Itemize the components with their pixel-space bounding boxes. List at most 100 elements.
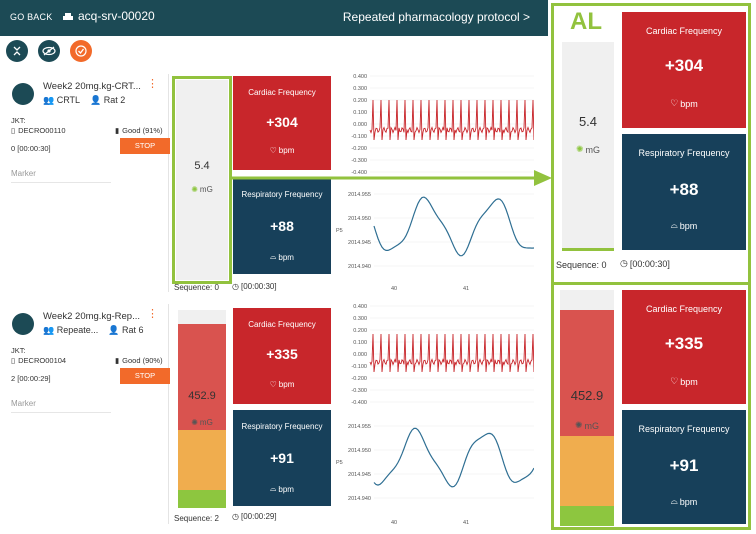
resp-y-tick: 2014.950	[348, 448, 371, 454]
device-icon: ▯	[11, 356, 16, 365]
activity-value: 452.9	[570, 388, 604, 403]
animal-avatar[interactable]	[12, 83, 34, 105]
stop-button[interactable]: STOP	[120, 368, 170, 384]
resp-gridlines	[374, 193, 534, 267]
ecg-y-ticks: 0.400 0.300 0.200 0.100 0.000 -0.100 -0.…	[351, 304, 367, 406]
activity-unit: ✺ mG	[560, 420, 614, 431]
cardiac-unit: ♡ bpm	[233, 380, 331, 389]
toolbar	[6, 40, 92, 62]
animal-card-2: Week2 20mg.kg-Rep... ⋮ 👥 Repeate... 👤 Ra…	[3, 304, 170, 524]
go-back-link[interactable]: GO BACK	[10, 12, 53, 22]
respiratory-unit-label: bpm	[278, 252, 294, 262]
recording-time: 2 [00:00:29]	[11, 374, 51, 383]
activity-value: 452.9	[188, 390, 216, 402]
cardiac-unit-label: bpm	[278, 380, 295, 389]
animal-info: 👤 Rat 2	[90, 95, 126, 105]
respiration-trace	[373, 427, 534, 488]
ecg-y-tick: 0.300	[353, 316, 367, 322]
respiratory-value: +88	[669, 180, 699, 199]
collapse-icon[interactable]	[6, 40, 28, 62]
animal-avatar[interactable]	[12, 313, 34, 335]
respiratory-value: +91	[669, 456, 699, 475]
card-meta: 👥 CRTL 👤 Rat 2	[43, 95, 125, 106]
activity-unit-label: mG	[584, 420, 600, 431]
ecg-y-tick: 0.100	[353, 340, 367, 346]
clock-icon: ◷	[620, 258, 628, 268]
animal-label: Rat 2	[103, 95, 126, 105]
animal-info: 👤 Rat 6	[108, 325, 144, 335]
x-tick: 41	[463, 286, 469, 292]
cardiac-unit: ♡ bpm	[622, 98, 746, 109]
cardiac-title: Cardiac Frequency	[248, 320, 316, 329]
zoom-arrow	[230, 170, 552, 186]
ecg-y-tick: -0.300	[351, 388, 367, 394]
activity-unit-label: mG	[585, 144, 601, 155]
marker-input[interactable]: Marker	[11, 169, 36, 178]
ecg-y-tick: -0.100	[351, 134, 367, 140]
x-tick: 40	[391, 286, 397, 292]
activity-unit: ✺ mG	[562, 144, 614, 155]
more-menu-icon[interactable]: ⋮	[147, 78, 158, 90]
ecg-y-tick: -0.200	[351, 146, 367, 152]
activity-unit: ✺ mG	[176, 185, 228, 194]
ecg-y-tick: -0.400	[351, 400, 367, 406]
respiratory-value: +91	[270, 450, 294, 466]
ecg-gridlines	[370, 305, 534, 403]
marker-input[interactable]: Marker	[11, 399, 36, 408]
battery-status: Good (90%)	[122, 356, 163, 365]
respiration-chart-1: 2014.955 2014.950 2014.945 2014.940 P5 4…	[336, 192, 534, 292]
elapsed-time-value: [00:00:30]	[629, 258, 670, 269]
activity-level-low	[560, 506, 614, 526]
ecg-y-tick: 0.000	[353, 352, 367, 358]
cardiac-tile-1: Cardiac Frequency +304 ♡ bpm	[233, 76, 331, 170]
sequence-label: Sequence: 0	[556, 260, 607, 270]
activity-icon: ✺	[191, 418, 198, 427]
ecg-y-tick: -0.400	[351, 170, 367, 176]
cardiac-title: Cardiac Frequency	[248, 88, 316, 97]
lungs-icon: ⌓	[270, 252, 277, 261]
check-icon[interactable]	[70, 40, 92, 62]
ecg-y-tick: 0.200	[353, 98, 367, 104]
battery-icon: ▮	[115, 356, 120, 365]
resp-y-tick: 2014.955	[348, 192, 371, 198]
group-label: CRTL	[56, 95, 81, 105]
hide-icon[interactable]	[38, 40, 60, 62]
resp-y-tick: 2014.940	[348, 264, 371, 270]
cardiac-title: Cardiac Frequency	[645, 304, 723, 314]
ecg-y-tick: 0.400	[353, 304, 367, 310]
elapsed-time: ◷ [00:00:30]	[232, 282, 277, 291]
group-info: 👥 Repeate...	[43, 325, 99, 335]
highlight-box	[172, 76, 232, 284]
stop-button[interactable]: STOP	[120, 138, 170, 154]
ecg-y-ticks: 0.400 0.300 0.200 0.100 0.000 -0.100 -0.…	[351, 74, 367, 176]
cardiac-value: +335	[664, 334, 704, 353]
ecg-chart-2: 0.400 0.300 0.200 0.100 0.000 -0.100 -0.…	[351, 304, 534, 406]
more-menu-icon[interactable]: ⋮	[147, 308, 158, 320]
cardiac-unit-label: bpm	[680, 98, 698, 109]
respiratory-title: Respiratory Frequency	[638, 148, 730, 158]
elapsed-time-value: [00:00:29]	[240, 512, 277, 521]
resp-y-tick: 2014.945	[348, 472, 371, 478]
jkt-label: JKT:	[11, 116, 26, 125]
protocol-link[interactable]: Repeated pharmacology protocol >	[342, 10, 530, 24]
respiration-chart-2: 2014.955 2014.950 2014.945 2014.940 P5 4…	[336, 424, 534, 526]
zoom-cardiac-tile-2: Cardiac Frequency +335 ♡ bpm	[622, 290, 746, 404]
sequence-label: Sequence: 2	[174, 514, 219, 523]
ecg-y-tick: 0.200	[353, 328, 367, 334]
resp-axis-label: P5	[336, 228, 343, 234]
heart-icon: ♡	[269, 380, 277, 389]
respiratory-title: Respiratory Frequency	[241, 422, 323, 431]
activity-gauge-2: 452.9 ✺ mG	[178, 310, 226, 508]
elapsed-time: ◷ [00:00:29]	[232, 512, 277, 521]
card-title: Week2 20mg.kg-Rep...	[43, 311, 140, 322]
ecg-trace	[369, 333, 534, 373]
al-label: AL	[570, 8, 602, 35]
activity-unit: ✺ mG	[178, 418, 226, 427]
device-id: DECRO00104	[18, 356, 67, 365]
zoom-separator	[554, 282, 748, 285]
battery-status: Good (91%)	[122, 126, 163, 135]
lungs-icon: ⌓	[670, 496, 678, 506]
sequence-label: Sequence: 0	[174, 283, 219, 292]
zoom-cardiac-tile-1: Cardiac Frequency +304 ♡ bpm	[622, 12, 746, 128]
zoom-activity-gauge-2: 452.9 ✺ mG	[560, 290, 614, 526]
